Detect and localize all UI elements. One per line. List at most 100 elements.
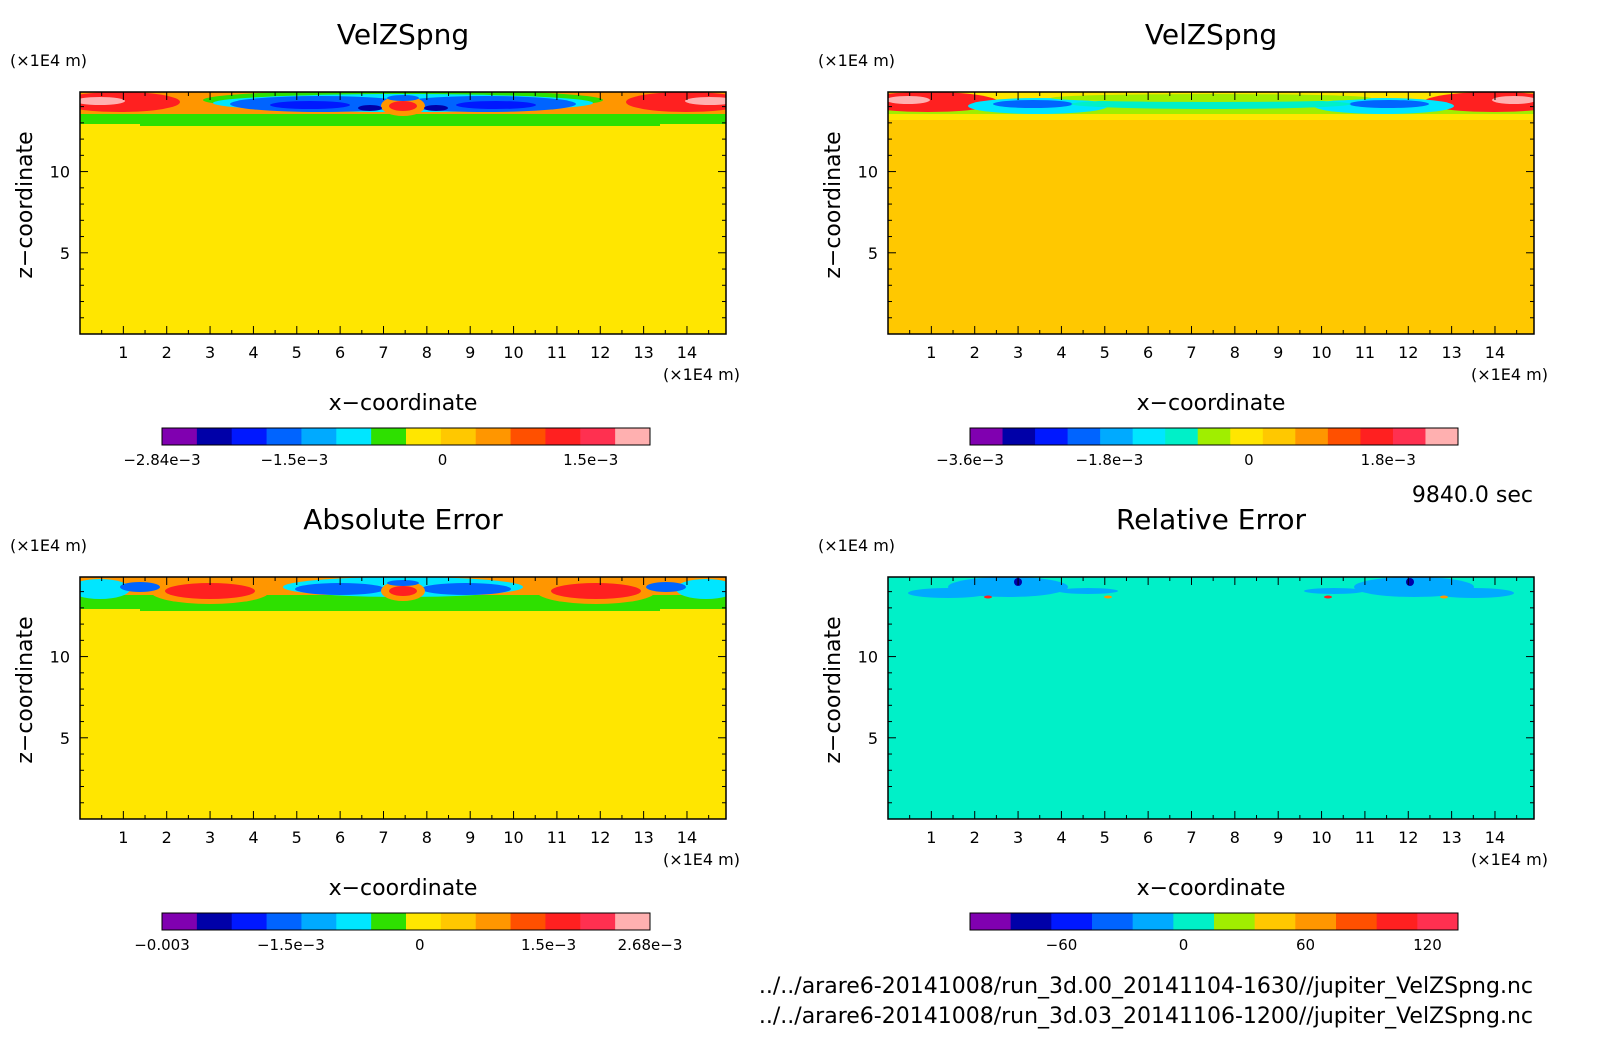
x-tick-label: 3 (1013, 828, 1023, 847)
chart-title: VelZSpng (1145, 18, 1277, 51)
colorbar-segment (231, 428, 268, 445)
colorbar-label: 1.5e−3 (521, 936, 576, 954)
y-tick-label: 10 (858, 648, 878, 667)
x-unit-label: (×1E4 m) (1471, 365, 1548, 384)
contour-region-3 (140, 122, 660, 126)
contour-region-6 (626, 92, 726, 112)
x-tick-label: 14 (1485, 343, 1505, 362)
contour-region-13 (456, 101, 536, 109)
colorbar-segment (301, 913, 337, 930)
contour-region-3 (908, 588, 988, 598)
x-tick-label: 6 (1143, 343, 1153, 362)
colorbar-segment (406, 913, 442, 930)
y-axis-label: z−coordinate (13, 616, 38, 763)
contour-region-11 (295, 583, 385, 595)
contour-region-4 (1434, 588, 1514, 598)
x-tick-label: 1 (118, 828, 128, 847)
x-tick-label: 10 (503, 828, 523, 847)
y-unit-label: (×1E4 m) (818, 51, 895, 70)
x-tick-label: 1 (118, 343, 128, 362)
x-tick-label: 8 (422, 343, 432, 362)
x-tick-label: 5 (292, 343, 302, 362)
colorbar-segment (510, 913, 546, 930)
colorbar-label: −2.84e−3 (123, 451, 200, 469)
colorbar-label: −1.5e−3 (257, 936, 325, 954)
colorbar-label: 0 (438, 451, 448, 469)
x-tick-label: 11 (1355, 343, 1375, 362)
contour-region-4 (80, 92, 180, 112)
colorbar-segment (1417, 913, 1459, 930)
heatmap-background (80, 577, 726, 819)
colorbar-segment (1425, 428, 1459, 445)
colorbar-segment (1051, 913, 1093, 930)
x-tick-label: 2 (970, 343, 980, 362)
x-tick-label: 5 (1100, 343, 1110, 362)
x-tick-label: 3 (205, 343, 215, 362)
x-tick-label: 8 (422, 828, 432, 847)
heatmap-field (888, 577, 1534, 819)
colorbar-segment (1132, 913, 1174, 930)
colorbar-label: 2.68e−3 (618, 936, 683, 954)
x-tick-label: 6 (1143, 828, 1153, 847)
contour-region-11 (1324, 595, 1332, 599)
x-tick-label: 7 (1186, 343, 1196, 362)
heatmap-background (888, 92, 1534, 334)
contour-region-10 (1104, 595, 1112, 599)
plot-frame (79, 91, 727, 335)
y-tick-label: 5 (868, 729, 878, 748)
x-tick-label: 6 (335, 828, 345, 847)
heatmap-background (80, 92, 726, 334)
contour-region-9 (984, 595, 992, 599)
colorbar-segment (1067, 428, 1101, 445)
colorbar-segment (196, 913, 233, 930)
time-label: 9840.0 sec (1412, 483, 1533, 508)
colorbar-segment (970, 913, 1012, 930)
y-tick-label: 10 (858, 163, 878, 182)
x-tick-label: 9 (1273, 828, 1283, 847)
heatmap-field (888, 92, 1534, 334)
x-tick-label: 14 (677, 343, 697, 362)
x-tick-label: 6 (335, 343, 345, 362)
colorbar-segment (615, 428, 651, 445)
colorbar-segment (475, 913, 512, 930)
colorbar-segment (371, 913, 407, 930)
heatmap-field (80, 92, 726, 334)
contour-region-6 (1492, 96, 1534, 104)
colorbar-segment (406, 428, 442, 445)
colorbar-label: 0 (1179, 936, 1189, 954)
colorbar-segment (162, 913, 198, 930)
colorbar-segment (1230, 428, 1264, 445)
contour-region-15 (389, 101, 417, 111)
colorbar-segment (1100, 428, 1134, 445)
colorbar-segment (336, 428, 372, 445)
colorbar-label: −3.6e−3 (936, 451, 1004, 469)
colorbar-segment (1392, 428, 1426, 445)
x-tick-label: 13 (1441, 828, 1461, 847)
colorbar-segment (1197, 428, 1231, 445)
file-path-1: ../../arare6-20141008/run_3d.00_20141104… (759, 974, 1533, 999)
colorbar-segment (1262, 428, 1296, 445)
x-tick-label: 12 (1398, 828, 1418, 847)
x-tick-label: 10 (503, 343, 523, 362)
contour-region-17 (358, 105, 382, 111)
colorbar-segment (162, 428, 198, 445)
colorbar-segment (970, 428, 1004, 445)
x-tick-label: 10 (1311, 828, 1331, 847)
contour-region-9 (551, 583, 641, 599)
colorbar-label: 0 (415, 936, 425, 954)
colorbar-segment (545, 913, 581, 930)
colorbar-segment (371, 428, 407, 445)
colorbar-frame (161, 912, 651, 931)
colorbar-label: 120 (1413, 936, 1442, 954)
x-tick-label: 4 (248, 828, 258, 847)
x-tick-label: 11 (547, 343, 567, 362)
plot-frame (887, 91, 1535, 335)
y-unit-label: (×1E4 m) (10, 51, 87, 70)
colorbar-segment (196, 428, 233, 445)
contour-region-9 (993, 100, 1073, 108)
file-path-2: ../../arare6-20141008/run_3d.03_20141106… (759, 1004, 1533, 1029)
colorbar-segment (1360, 428, 1394, 445)
